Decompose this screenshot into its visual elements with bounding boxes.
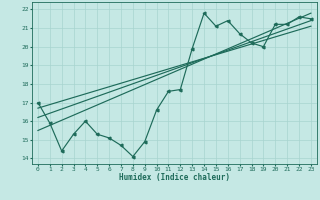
X-axis label: Humidex (Indice chaleur): Humidex (Indice chaleur) <box>119 173 230 182</box>
